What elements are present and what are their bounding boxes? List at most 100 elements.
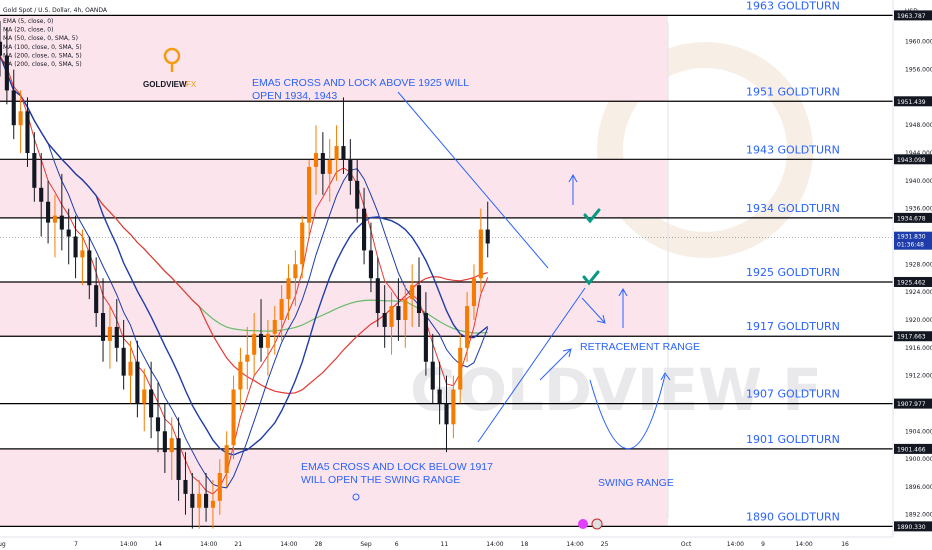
level-price-text: 1901.466 — [897, 446, 926, 453]
candle-body — [4, 55, 9, 91]
candle-body — [0, 41, 3, 56]
candle-body — [300, 222, 305, 265]
candle-body — [169, 438, 174, 453]
event-lightning-icon[interactable] — [578, 519, 588, 529]
price-tick: 1956.000 — [905, 67, 932, 74]
indicator-legend: EMA (5, close, 0) MA (20, close, 0)MA (50… — [3, 18, 82, 68]
candle-body — [25, 111, 30, 154]
event-flag-icon[interactable] — [591, 518, 603, 530]
candle-body — [341, 146, 346, 160]
swing-curve — [589, 374, 666, 450]
candle-body — [114, 326, 119, 348]
marker-circle-icon — [352, 493, 360, 501]
goldturn-label: 1943 GOLDTURN — [746, 143, 840, 156]
candle-body — [348, 159, 353, 181]
candle-body — [272, 319, 277, 334]
time-tick: 14 — [154, 541, 162, 548]
candle-body — [396, 306, 401, 320]
candle-body — [210, 500, 216, 508]
goldturn-label: 1917 GOLDTURN — [746, 320, 840, 333]
legend[interactable]: Gold Spot / U.S. Dollar, 4h, OANDA EMA (… — [3, 7, 108, 68]
price-tick: 1916.000 — [905, 345, 932, 352]
candle-body — [107, 326, 112, 341]
price-axis-background — [893, 0, 932, 550]
price-tick: 1920.000 — [905, 317, 932, 324]
ma-20-line — [0, 55, 489, 489]
price-tick: 1928.000 — [905, 261, 932, 268]
swing-range-label: SWING RANGE — [598, 477, 674, 489]
level-price-text: 1951.439 — [897, 99, 926, 106]
candle-body — [293, 264, 298, 279]
time-tick: 11 — [441, 541, 449, 548]
candle-body — [162, 431, 167, 453]
candle-body — [128, 361, 133, 376]
candle-body — [451, 389, 456, 425]
up-arrow-lower-icon — [539, 349, 571, 381]
time-tick: Oct — [681, 541, 692, 548]
indicator-legend-item: MA (100, close, 0, SMA, 5) — [3, 44, 82, 51]
level-price-bg — [894, 331, 932, 342]
candle-body — [100, 313, 106, 341]
retracement-range-label: RETRACEMENT RANGE — [580, 341, 700, 353]
price-tick: 1944.000 — [905, 150, 932, 157]
time-tick: 6 — [395, 541, 399, 548]
price-tick: 1960.000 — [905, 39, 932, 46]
time-tick: 14:00 — [200, 541, 217, 548]
goldview-logo: GOLDVIEW FX — [143, 47, 197, 89]
time-tick: 7 — [74, 541, 78, 548]
swing-arrowhead-icon — [660, 372, 671, 381]
annotation-top-line2: OPEN 1934, 1943 — [252, 90, 337, 102]
candle-body — [320, 153, 325, 174]
price-tick: 1948.000 — [905, 122, 932, 129]
check-upper-icon — [583, 208, 601, 224]
candle-body — [217, 473, 222, 501]
zone-3 — [0, 448, 668, 527]
price-tick: 1904.000 — [905, 428, 932, 435]
candle-body — [183, 479, 188, 494]
candle-body — [245, 354, 250, 362]
candle-body — [458, 347, 463, 390]
time-tick: Aug — [0, 541, 6, 548]
candle-body — [471, 278, 477, 307]
candle-body — [416, 285, 422, 314]
indicator-legend-item: MA (200, close, 0, SMA, 5) — [3, 61, 82, 68]
candle-body — [279, 299, 284, 320]
last-price-text: 1931.830 — [897, 234, 926, 241]
candle-body — [46, 201, 51, 223]
candle-body — [121, 347, 126, 376]
level-price-text: 1925.462 — [897, 279, 926, 286]
candle-body — [66, 229, 71, 237]
time-tick: 14:00 — [795, 541, 812, 548]
goldturn-label: 1925 GOLDTURN — [746, 266, 840, 279]
annotations: EMA5 CROSS AND LOCK ABOVE 1925 WILL OPEN… — [252, 77, 700, 530]
level-price-bg — [894, 276, 932, 287]
indicator-legend-item: EMA (5, close, 0) — [3, 18, 53, 25]
zone-1 — [0, 159, 668, 218]
watermark-text: GOLDVIEW F — [410, 356, 822, 424]
price-tick: 1940.000 — [905, 178, 932, 185]
candle-body — [252, 333, 257, 355]
candle-body — [155, 417, 161, 432]
candle-body — [258, 333, 264, 348]
levels-layer: 1963 GOLDTURN 1951 GOLDTURN 1943 GOLDTURN 1… — [0, 0, 893, 527]
candle-body — [87, 250, 92, 286]
candle-body — [142, 389, 147, 404]
annotation-bottom-line1: EMA5 CROSS AND LOCK BELOW 1917 — [301, 461, 493, 473]
level-price-labels: 1963.787 1951.439 1943.098 1934.678 1925.462… — [894, 10, 932, 532]
time-tick: 14:00 — [727, 541, 744, 548]
candle-body — [286, 278, 291, 300]
candle-body — [94, 285, 99, 314]
time-tick: 16 — [841, 541, 849, 548]
candles-layer — [0, 20, 490, 529]
price-tick: 1924.000 — [905, 289, 932, 296]
last-price-bg — [894, 231, 932, 250]
logo-text: GOLDVIEW — [143, 80, 187, 89]
time-axis[interactable]: Aug 7 14:00 14 14:00 21 14:00 28 Sep 6 11 14:00 18 14… — [0, 536, 932, 550]
candle-body — [39, 187, 44, 202]
candle-body — [204, 493, 209, 508]
up-arrow-lower-head-icon — [562, 348, 572, 358]
candle-body — [437, 389, 442, 404]
